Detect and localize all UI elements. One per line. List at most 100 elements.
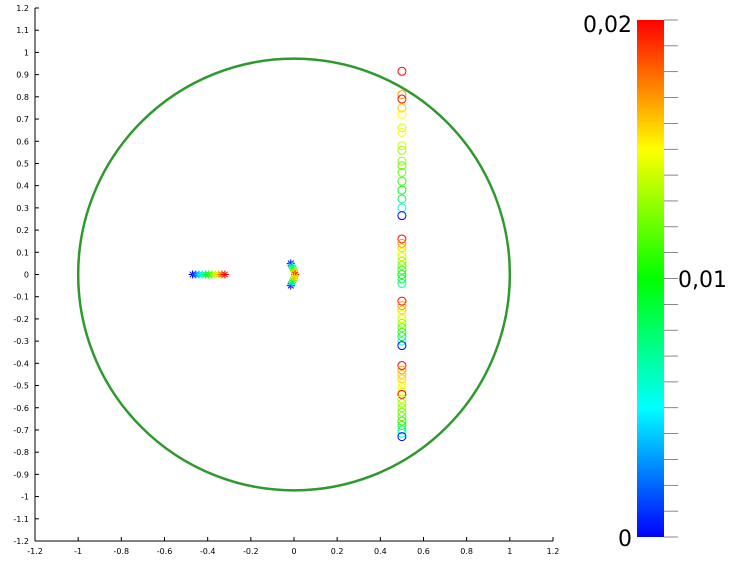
y-tick-label: -0.6 [13,404,29,413]
y-tick-label: 0.2 [16,226,29,235]
zero-marker [397,123,407,133]
y-tick-label: -1.1 [13,515,29,524]
zero-marker [397,90,407,100]
zero-marker [397,278,407,288]
zero-marker [397,176,407,186]
y-tick-label: 0.5 [16,159,29,168]
y-tick-label: 1.1 [16,26,29,35]
x-tick-label: -0.2 [243,547,259,556]
y-tick-label: -1.2 [13,537,29,546]
y-tick-label: 0.8 [16,93,29,102]
zero-marker [397,252,407,262]
zero-marker [397,156,407,166]
y-tick-label: -0.9 [13,470,29,479]
zero-marker [397,203,407,213]
y-tick-label: 0.6 [16,137,29,146]
y-tick-label: 1.2 [16,4,29,13]
zero-marker [397,161,407,171]
colorbar-gradient [637,20,664,537]
zero-marker [397,309,407,319]
zero-marker [397,301,407,311]
zero-marker [397,270,407,279]
zero-marker [397,341,407,351]
y-tick-label: -0.8 [13,448,29,457]
zero-marker [397,407,407,417]
zero-marker [397,336,407,346]
zero-marker [397,94,407,104]
zero-marker [397,238,407,248]
zero-marker [397,110,407,120]
y-tick-label: 1 [24,48,29,57]
zero-marker [397,412,407,422]
y-tick-label: 0.4 [16,182,29,191]
zero-marker [397,234,407,244]
y-tick-label: 0.7 [16,115,29,124]
x-tick-label: -1 [74,547,82,556]
y-tick-label: -0.2 [13,315,29,324]
y-tick-label: -0.7 [13,426,29,435]
zero-marker [397,369,407,379]
colorbar-mid-label: 0,01 [678,268,727,293]
x-tick-label: 1.2 [547,547,560,556]
x-tick-label: -0.8 [114,547,130,556]
zero-marker [397,428,407,438]
zero-marker [397,167,407,177]
x-tick-label: -0.6 [157,547,173,556]
zero-marker [397,374,407,384]
zero-marker [397,103,407,113]
zero-marker [397,332,407,342]
zero-marker [397,425,407,435]
zero-marker [397,318,407,328]
y-tick-label: -0.4 [13,359,29,368]
y-tick-label: -0.1 [13,293,29,302]
zero-marker [397,256,407,266]
zero-marker [397,383,407,393]
zero-marker [397,365,407,375]
pole-marker [290,272,299,281]
zero-marker [397,323,407,333]
zero-marker [397,261,407,271]
x-tick-label: 1 [507,547,512,556]
zero-marker [397,314,407,324]
zero-marker [397,185,407,195]
zero-marker [397,416,407,426]
zero-marker [397,211,407,221]
x-tick-label: 0.8 [460,547,473,556]
y-tick-label: 0.9 [16,71,29,80]
zero-marker [397,378,407,388]
zero-marker [397,387,407,397]
colorbar: 0,02 0,01 0 [583,13,727,552]
zero-marker [397,361,407,371]
x-tick-label: 0.6 [417,547,430,556]
zero-marker [397,305,407,315]
x-tick-label: -0.4 [200,547,216,556]
colorbar-min-label: 0 [618,527,632,552]
zero-marker [397,296,407,306]
zero-marker [397,403,407,413]
zero-marker [397,389,407,399]
y-tick-label: 0.3 [16,204,29,213]
unit-circle [76,57,512,492]
zero-marker [397,432,407,442]
zero-marker [397,265,407,275]
zero-marker [397,274,407,284]
zero-marker [397,145,407,155]
x-tick-label: 0.2 [331,547,344,556]
colorbar-max-label: 0,02 [583,13,632,38]
zero-marker [397,247,407,257]
zero-marker [397,66,407,76]
zero-marker [397,327,407,337]
y-tick-label: -0.5 [13,382,29,391]
zero-marker [397,394,407,404]
y-tick-label: 0 [24,271,29,280]
zero-marker [397,141,407,151]
zero-marker [397,398,407,408]
y-tick-label: 0.1 [16,248,29,257]
pole-marker [220,270,229,279]
y-tick-label: -0.3 [13,337,29,346]
x-tick-label: 0 [291,547,296,556]
x-tick-label: 0.4 [374,547,387,556]
x-tick-label: -1.2 [27,547,43,556]
y-tick-group: 1.2 1.1 1 0.9 0.8 0.7 0.6 0.5 0.4 0.3 0.2 0.1 0 -0.1 -… [13,4,39,546]
